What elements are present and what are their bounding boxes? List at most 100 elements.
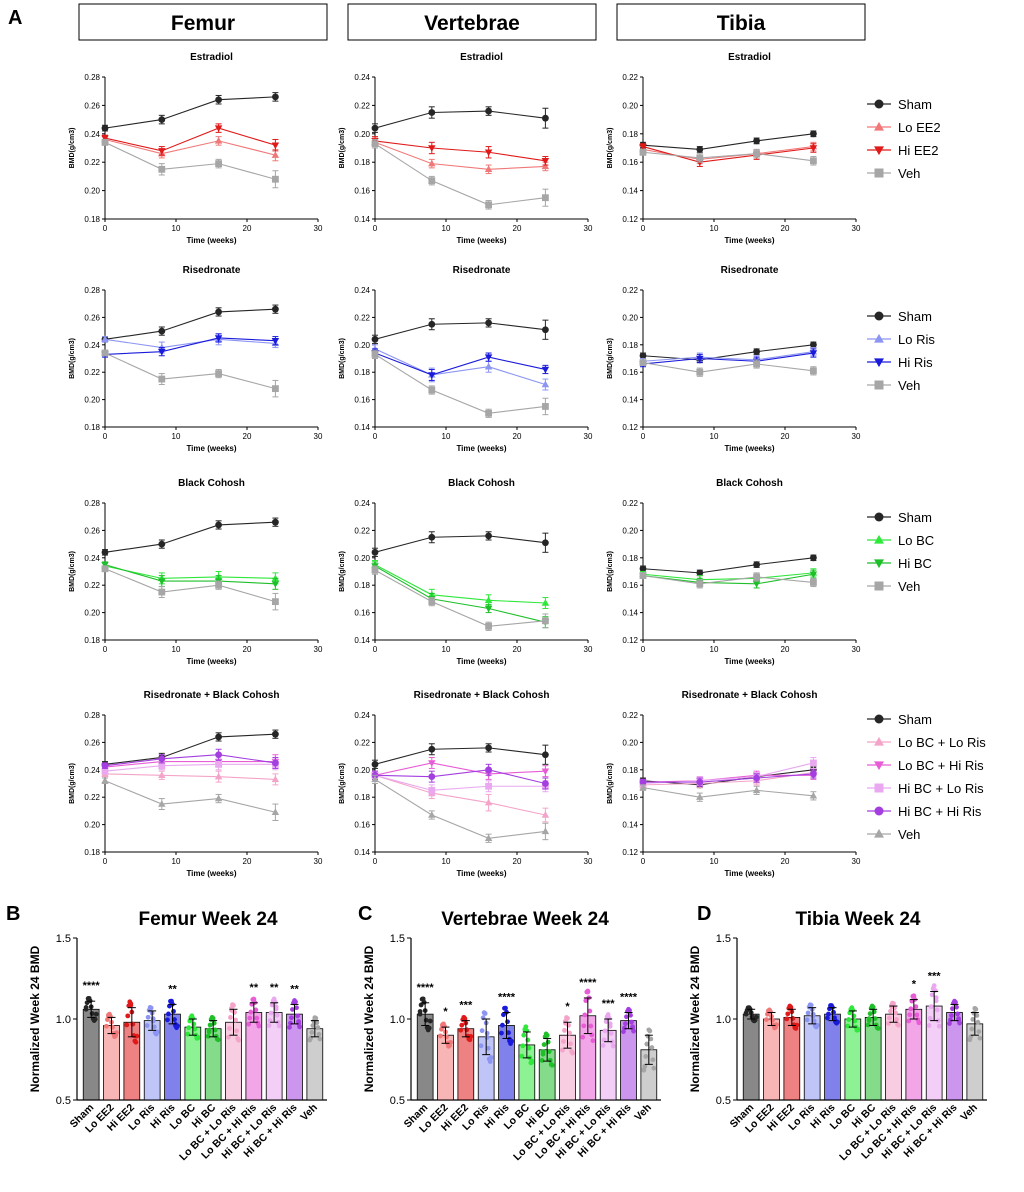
series-sham <box>101 517 279 556</box>
bar-point <box>887 1015 892 1021</box>
x-tick-label: 20 <box>243 857 252 866</box>
y-axis-label: Normalized Week 24 BMD <box>688 945 702 1092</box>
series-veh <box>371 774 550 843</box>
data-point <box>639 352 647 360</box>
series-veh <box>101 776 280 821</box>
series-line <box>643 773 814 783</box>
bar-point <box>869 1003 875 1009</box>
chart-title: Black Cohosh <box>448 478 515 489</box>
x-tick-label: 10 <box>710 224 719 233</box>
y-tick-label: 0.24 <box>354 711 370 720</box>
y-tick-label: 0.12 <box>622 848 638 857</box>
chart-title: Estradiol <box>190 52 233 63</box>
bar-point <box>932 987 938 993</box>
data-point <box>485 409 492 417</box>
series-line <box>104 308 276 340</box>
column-header-title: Vertebrae <box>424 12 520 35</box>
x-tick-label: 10 <box>442 432 451 441</box>
series-lo-bc <box>639 568 818 585</box>
data-point <box>215 160 222 168</box>
bar-point <box>89 1011 95 1017</box>
series-line <box>374 141 546 170</box>
bar-point <box>935 1018 941 1024</box>
line-chart-femur-black-cohosh: Black Cohosh 0.18 0.20 0.22 0.24 0.26 0.28 0 10 2… <box>69 478 323 666</box>
y-tick-label: 0.12 <box>622 423 638 432</box>
data-point <box>371 335 379 343</box>
y-axis-label: BMD(g/cm3) <box>607 128 614 169</box>
series-sham <box>101 304 279 343</box>
bar-point <box>105 1017 110 1022</box>
bar-point <box>743 1010 749 1016</box>
x-axis-label: Time (weeks) <box>456 444 506 453</box>
bar-point <box>316 1031 322 1037</box>
data-point <box>753 774 760 782</box>
bar-point <box>247 1015 253 1021</box>
y-tick-label: 0.26 <box>84 313 100 322</box>
x-tick-label: 30 <box>584 224 593 233</box>
bar-point <box>505 1019 510 1025</box>
bar-point <box>607 1023 613 1029</box>
series-line <box>374 774 546 791</box>
bar-point <box>846 1017 852 1022</box>
series-line <box>104 127 276 152</box>
data-point <box>272 305 279 313</box>
data-point <box>639 143 647 151</box>
y-tick-label: 0.16 <box>354 821 370 830</box>
bar-point <box>307 1037 313 1043</box>
data-point <box>371 566 379 574</box>
bar-point <box>806 1004 812 1010</box>
y-tick-label: 0.20 <box>354 554 370 563</box>
bar-point <box>975 1019 981 1025</box>
y-tick-label: 0.18 <box>354 158 370 167</box>
data-point <box>271 337 280 345</box>
bar-point <box>927 1015 933 1021</box>
bar-point <box>191 1021 197 1027</box>
bar-point <box>268 1010 274 1016</box>
series-veh <box>639 148 817 166</box>
bar-point <box>831 1009 836 1015</box>
legend-marker <box>874 828 884 838</box>
bar-point <box>888 1008 893 1014</box>
y-axis-label: BMD(g/cm3) <box>69 128 76 169</box>
bar-point <box>875 1026 881 1031</box>
bar-point <box>889 1002 894 1008</box>
category-label: Veh <box>298 1102 320 1124</box>
bar-point <box>519 1053 525 1059</box>
y-tick-label: 0.18 <box>622 130 638 139</box>
bar-point <box>969 1026 975 1032</box>
y-tick-label: 0.28 <box>84 73 100 82</box>
data-point <box>752 786 761 794</box>
bar-point <box>865 1022 871 1028</box>
data-point <box>484 605 493 613</box>
bar-point <box>275 1019 281 1025</box>
data-point <box>639 565 647 573</box>
series-line <box>642 362 814 373</box>
line-chart-femur-estradiol: Estradiol 0.18 0.20 0.22 0.24 0.26 0.28 0 10 20 30… <box>69 52 323 245</box>
bar-point <box>845 1023 851 1029</box>
data-point <box>753 573 760 581</box>
y-tick-label: 0.16 <box>354 609 370 618</box>
bar-point <box>526 1045 532 1051</box>
x-tick-label: 20 <box>513 432 522 441</box>
bar-point <box>804 1017 810 1023</box>
bar-point <box>929 992 935 998</box>
data-point <box>272 385 279 393</box>
bar-point <box>603 1019 609 1024</box>
data-point <box>428 811 436 818</box>
y-tick-label: 0.22 <box>622 711 638 720</box>
series-line <box>642 787 814 798</box>
data-point <box>158 165 166 173</box>
legend-label: Hi BC + Lo Ris <box>898 781 984 796</box>
bar-point <box>629 1019 634 1025</box>
data-point <box>809 145 818 152</box>
y-tick-label: 0.22 <box>84 368 100 377</box>
data-point <box>810 554 817 562</box>
x-tick-label: 10 <box>710 432 719 441</box>
series-line <box>642 573 814 585</box>
column-headers: Femur Vertebrae Tibia <box>78 3 866 41</box>
data-point <box>428 372 436 379</box>
data-point <box>428 760 436 767</box>
legend-black-cohosh: Sham Lo BC Hi BC Veh <box>867 510 934 594</box>
data-point <box>484 165 493 173</box>
legend-marker <box>874 333 884 343</box>
